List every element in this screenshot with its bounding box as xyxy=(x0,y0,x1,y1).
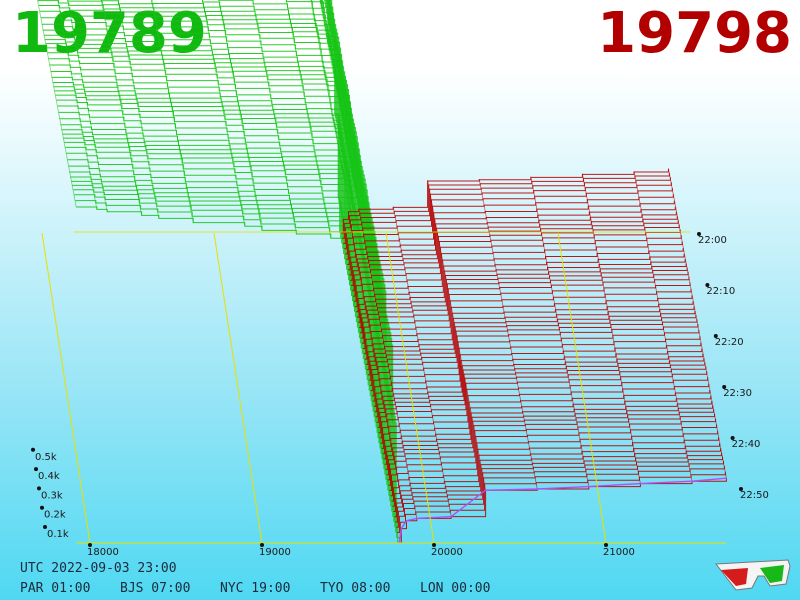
3d-glasses-icon[interactable] xyxy=(712,556,792,592)
time-tick-label: 22:40 xyxy=(732,439,761,450)
bid-depth-wall xyxy=(285,0,332,239)
volume-tick-dot xyxy=(31,447,35,452)
bid-depth-wall xyxy=(151,0,194,223)
bid-depth-wall xyxy=(324,0,380,292)
price-tick-dot xyxy=(260,543,264,547)
ask-depth-line xyxy=(345,187,673,255)
bid-depth-wall xyxy=(218,0,263,231)
clock-lon: LON 00:00 xyxy=(420,581,491,596)
chart-ticks: 18000 19000 20000 21000 0.1k 0.2k 0.3k 0.4k 0.5k… xyxy=(31,232,769,558)
time-tick-dot xyxy=(739,487,743,491)
clock-par: PAR 01:00 xyxy=(20,581,91,596)
volume-tick-dot xyxy=(37,486,41,491)
bid-depth-series xyxy=(37,0,399,543)
ask-depth-line xyxy=(356,248,684,313)
ask-depth-line xyxy=(364,295,693,360)
ask-depth-wall xyxy=(633,171,693,482)
bid-depth-wall xyxy=(252,0,297,235)
bid-depth-wall xyxy=(334,112,394,424)
bid-depth-wall xyxy=(117,0,160,219)
ask-depth-wall xyxy=(358,208,418,519)
bid-depth-wall xyxy=(100,0,142,216)
price-tick-label: 21000 xyxy=(603,547,635,558)
ask-depth-line xyxy=(382,390,711,455)
ask-depth-wall xyxy=(530,176,590,487)
bid-depth-wall xyxy=(202,0,246,227)
volume-tick-label: 0.2k xyxy=(44,510,66,521)
bid-depth-line xyxy=(54,90,377,428)
volume-tick-label: 0.1k xyxy=(47,529,69,540)
ask-depth-line xyxy=(347,200,675,265)
latest-ask-line xyxy=(398,477,727,544)
time-tick-dot xyxy=(697,232,701,236)
bid-depth-wall xyxy=(67,0,108,212)
ask-depth-line xyxy=(373,342,702,407)
time-tick-label: 22:10 xyxy=(706,286,735,297)
ask-depth-wall xyxy=(478,178,538,490)
ask-depth-wall xyxy=(582,173,641,484)
price-tick-dot xyxy=(432,543,436,547)
bid-depth-line xyxy=(61,129,384,465)
price-tick-dot xyxy=(88,543,92,547)
price-tick-dot xyxy=(604,543,608,547)
price-tick-label: 20000 xyxy=(431,547,463,558)
grid-price-line xyxy=(213,232,263,544)
price-tick-label: 18000 xyxy=(87,547,119,558)
time-tick-dot xyxy=(705,283,710,287)
time-tick-dot xyxy=(713,334,718,338)
bid-depth-line xyxy=(202,0,356,318)
ask-depth-line xyxy=(344,182,672,250)
volume-tick-label: 0.5k xyxy=(35,452,57,463)
volume-tick-label: 0.3k xyxy=(41,490,63,501)
volume-tick-label: 0.4k xyxy=(38,471,60,482)
grid-price-line xyxy=(385,232,435,544)
bid-depth-line xyxy=(43,34,366,370)
time-tick-label: 22:50 xyxy=(740,490,769,501)
time-tick-dot xyxy=(722,385,727,389)
ask-depth-wall xyxy=(668,168,727,479)
volume-tick-dot xyxy=(43,525,47,529)
volume-tick-dot xyxy=(34,467,38,472)
time-tick-dot xyxy=(730,436,735,440)
time-tick-label: 22:30 xyxy=(723,388,752,399)
ask-depth-series xyxy=(341,168,727,544)
price-tick-label: 19000 xyxy=(259,547,291,558)
chart-grid xyxy=(41,231,727,544)
clock-bjs: BJS 07:00 xyxy=(120,581,191,596)
bid-depth-line xyxy=(218,0,355,312)
bid-depth-wall xyxy=(327,34,387,346)
grid-price-line xyxy=(557,232,607,544)
grid-price-line xyxy=(41,232,91,544)
bid-depth-wall xyxy=(310,0,357,245)
bid-depth-line xyxy=(327,0,341,233)
bid-depth-line xyxy=(63,137,386,475)
bid-depth-line xyxy=(310,0,353,302)
volume-tick-dot xyxy=(40,505,44,510)
bid-depth-line xyxy=(45,43,368,381)
bid-depth-line xyxy=(56,99,379,438)
ask-depth-line xyxy=(391,437,719,502)
bid-depth-wall xyxy=(37,0,77,208)
world-clocks: PAR 01:00 BJS 07:00 NYC 19:00 TYO 08:00 LON … xyxy=(20,581,540,596)
time-tick-label: 22:00 xyxy=(698,235,727,246)
bid-depth-wall xyxy=(57,0,98,210)
clock-tyo: TYO 08:00 xyxy=(320,581,391,596)
ask-depth-wall xyxy=(392,206,452,517)
utc-clock: UTC 2022-09-03 23:00 xyxy=(20,561,177,576)
clock-nyc: NYC 19:00 xyxy=(220,581,291,596)
ask-price: 19798 xyxy=(597,1,792,66)
time-tick-label: 22:20 xyxy=(715,337,744,348)
bid-depth-line xyxy=(57,105,380,444)
bid-depth-line xyxy=(52,82,375,417)
